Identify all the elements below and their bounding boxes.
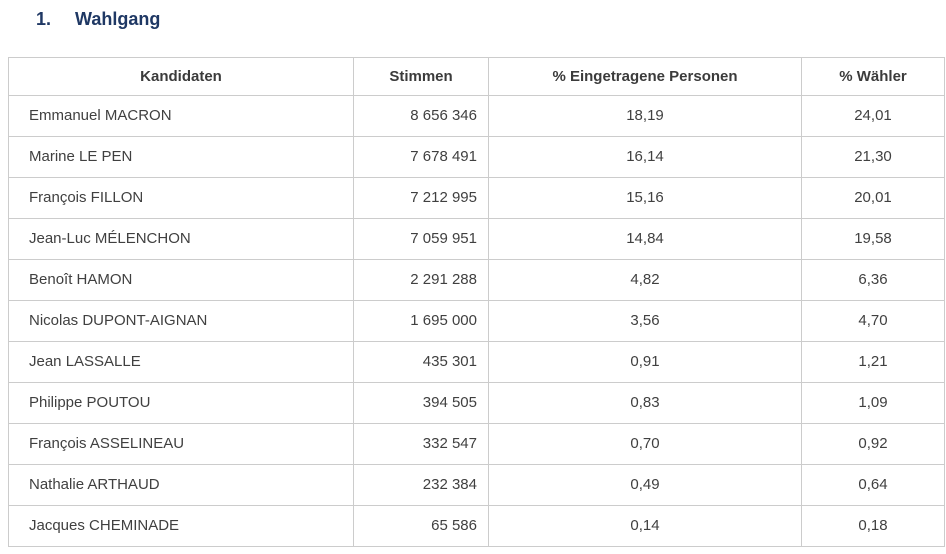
cell-pct-waehler: 0,64: [801, 464, 945, 506]
cell-stimmen: 7 212 995: [353, 177, 489, 219]
cell-pct-waehler: 24,01: [801, 95, 945, 137]
table-body: Emmanuel MACRON 8 656 346 18,19 24,01 Ma…: [8, 95, 945, 547]
cell-pct-waehler: 1,09: [801, 382, 945, 424]
cell-stimmen: 435 301: [353, 341, 489, 383]
cell-pct-eingetragene: 0,70: [488, 423, 802, 465]
cell-pct-eingetragene: 0,49: [488, 464, 802, 506]
cell-pct-waehler: 0,92: [801, 423, 945, 465]
cell-pct-eingetragene: 16,14: [488, 136, 802, 178]
cell-kandidat: Nathalie ARTHAUD: [8, 464, 354, 506]
cell-kandidat: François FILLON: [8, 177, 354, 219]
cell-pct-eingetragene: 0,83: [488, 382, 802, 424]
section-title-text: Wahlgang: [75, 9, 161, 29]
cell-kandidat: Jean LASSALLE: [8, 341, 354, 383]
cell-pct-waehler: 6,36: [801, 259, 945, 301]
cell-stimmen: 1 695 000: [353, 300, 489, 342]
section-heading: 1. Wahlgang: [0, 0, 946, 30]
results-table: Kandidaten Stimmen % Eingetragene Person…: [8, 57, 945, 547]
cell-kandidat: François ASSELINEAU: [8, 423, 354, 465]
section-number: 1.: [36, 9, 52, 29]
column-header-pct-eingetragene: % Eingetragene Personen: [488, 57, 802, 96]
cell-stimmen: 8 656 346: [353, 95, 489, 137]
cell-pct-eingetragene: 3,56: [488, 300, 802, 342]
table-row: François FILLON 7 212 995 15,16 20,01: [8, 177, 945, 219]
column-header-pct-waehler: % Wähler: [801, 57, 945, 96]
table-row: Philippe POUTOU 394 505 0,83 1,09: [8, 382, 945, 424]
cell-kandidat: Emmanuel MACRON: [8, 95, 354, 137]
cell-kandidat: Jacques CHEMINADE: [8, 505, 354, 547]
table-row: Jean-Luc MÉLENCHON 7 059 951 14,84 19,58: [8, 218, 945, 260]
cell-stimmen: 7 678 491: [353, 136, 489, 178]
table-row: Nathalie ARTHAUD 232 384 0,49 0,64: [8, 464, 945, 506]
column-header-stimmen: Stimmen: [353, 57, 489, 96]
cell-pct-waehler: 4,70: [801, 300, 945, 342]
table-row: François ASSELINEAU 332 547 0,70 0,92: [8, 423, 945, 465]
cell-pct-eingetragene: 4,82: [488, 259, 802, 301]
cell-kandidat: Marine LE PEN: [8, 136, 354, 178]
cell-pct-eingetragene: 14,84: [488, 218, 802, 260]
cell-pct-eingetragene: 15,16: [488, 177, 802, 219]
table-row: Jacques CHEMINADE 65 586 0,14 0,18: [8, 505, 945, 547]
table-row: Benoît HAMON 2 291 288 4,82 6,36: [8, 259, 945, 301]
cell-pct-waehler: 20,01: [801, 177, 945, 219]
table-row: Nicolas DUPONT-AIGNAN 1 695 000 3,56 4,7…: [8, 300, 945, 342]
column-header-kandidaten: Kandidaten: [8, 57, 354, 96]
cell-kandidat: Nicolas DUPONT-AIGNAN: [8, 300, 354, 342]
cell-pct-waehler: 1,21: [801, 341, 945, 383]
table-header-row: Kandidaten Stimmen % Eingetragene Person…: [8, 57, 945, 96]
cell-pct-eingetragene: 0,91: [488, 341, 802, 383]
cell-stimmen: 7 059 951: [353, 218, 489, 260]
cell-pct-waehler: 0,18: [801, 505, 945, 547]
cell-kandidat: Benoît HAMON: [8, 259, 354, 301]
cell-pct-eingetragene: 18,19: [488, 95, 802, 137]
cell-stimmen: 232 384: [353, 464, 489, 506]
cell-kandidat: Philippe POUTOU: [8, 382, 354, 424]
cell-kandidat: Jean-Luc MÉLENCHON: [8, 218, 354, 260]
table-row: Emmanuel MACRON 8 656 346 18,19 24,01: [8, 95, 945, 137]
cell-stimmen: 394 505: [353, 382, 489, 424]
table-row: Marine LE PEN 7 678 491 16,14 21,30: [8, 136, 945, 178]
cell-stimmen: 65 586: [353, 505, 489, 547]
cell-pct-waehler: 21,30: [801, 136, 945, 178]
cell-stimmen: 332 547: [353, 423, 489, 465]
cell-stimmen: 2 291 288: [353, 259, 489, 301]
table-row: Jean LASSALLE 435 301 0,91 1,21: [8, 341, 945, 383]
cell-pct-waehler: 19,58: [801, 218, 945, 260]
cell-pct-eingetragene: 0,14: [488, 505, 802, 547]
